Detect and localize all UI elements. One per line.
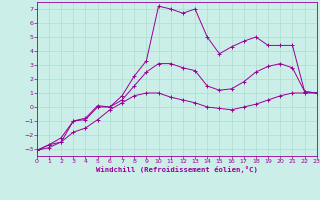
- X-axis label: Windchill (Refroidissement éolien,°C): Windchill (Refroidissement éolien,°C): [96, 166, 258, 173]
